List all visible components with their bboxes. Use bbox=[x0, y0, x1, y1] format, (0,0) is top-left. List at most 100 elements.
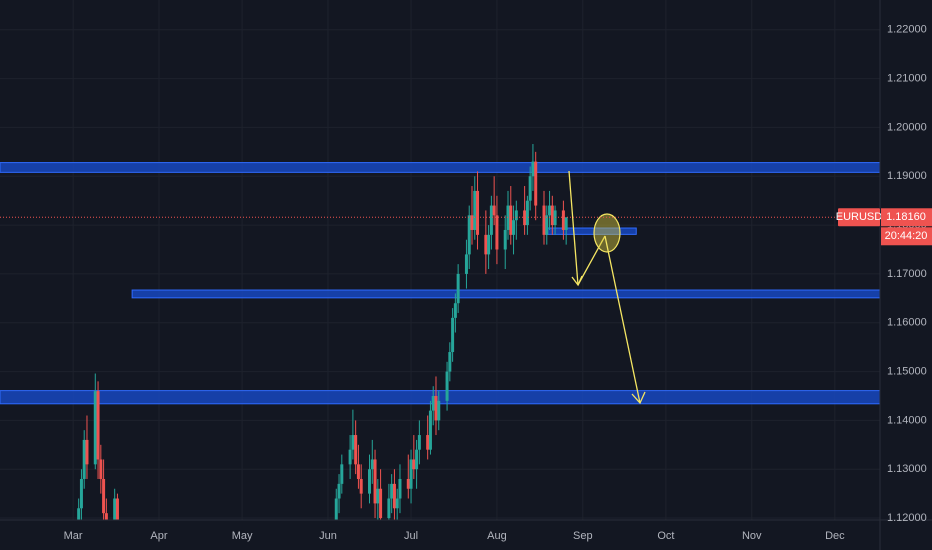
candle-body bbox=[334, 498, 338, 520]
x-tick-label: Dec bbox=[825, 530, 845, 542]
symbol-badge bbox=[838, 208, 880, 227]
candle-body bbox=[542, 205, 546, 235]
candle-body bbox=[548, 205, 552, 216]
candle-body bbox=[96, 391, 100, 460]
x-tick-label: Nov bbox=[742, 530, 762, 542]
y-tick-label: 1.12000 bbox=[887, 512, 927, 524]
candle-body bbox=[412, 459, 416, 470]
candle-body bbox=[437, 400, 441, 421]
candle-body bbox=[434, 395, 438, 421]
candle-body bbox=[113, 498, 117, 520]
candle-body bbox=[376, 488, 380, 504]
x-tick-label: Apr bbox=[150, 530, 167, 542]
candle-body bbox=[564, 217, 568, 230]
candle-body bbox=[453, 303, 457, 318]
candle-body bbox=[464, 254, 468, 274]
candle-body bbox=[470, 215, 474, 230]
arrow bbox=[577, 235, 606, 286]
candle-body bbox=[102, 478, 106, 514]
y-tick-label: 1.22000 bbox=[887, 24, 927, 36]
candle-body bbox=[368, 469, 372, 494]
candle-body bbox=[506, 205, 510, 230]
candle-body bbox=[417, 435, 421, 450]
candle-body bbox=[387, 498, 391, 519]
candle-body bbox=[476, 190, 480, 235]
candle-body bbox=[484, 234, 488, 255]
candle-body bbox=[545, 215, 549, 235]
y-tick-label: 1.20000 bbox=[887, 121, 927, 133]
x-tick-label: Oct bbox=[657, 530, 674, 542]
candle-body bbox=[512, 220, 516, 235]
candle-body bbox=[428, 410, 432, 450]
y-tick-label: 1.13000 bbox=[887, 463, 927, 475]
candle-body bbox=[431, 395, 435, 411]
candle-body bbox=[406, 478, 410, 489]
candle-body bbox=[451, 317, 455, 353]
candle-body bbox=[379, 488, 383, 519]
highlight-circle bbox=[593, 213, 621, 253]
price-badge bbox=[881, 208, 932, 227]
candle-body bbox=[509, 205, 513, 235]
zone bbox=[545, 227, 637, 235]
x-tick-label: Sep bbox=[573, 530, 593, 542]
candle-body bbox=[104, 513, 108, 520]
y-tick-label: 1.15000 bbox=[887, 365, 927, 377]
zone bbox=[0, 162, 880, 173]
candle-body bbox=[550, 205, 554, 226]
candle-body bbox=[503, 229, 507, 250]
candle-body bbox=[534, 161, 538, 206]
candle-body bbox=[448, 352, 452, 372]
countdown-badge bbox=[881, 227, 932, 246]
y-tick-label: 1.14000 bbox=[887, 414, 927, 426]
candle-body bbox=[528, 176, 532, 201]
candle-body bbox=[79, 478, 83, 509]
candle-body bbox=[456, 273, 460, 304]
countdown-label: 20:44:20 bbox=[885, 230, 928, 242]
candle-body bbox=[85, 439, 89, 465]
candle-body bbox=[354, 435, 358, 465]
candle-body bbox=[395, 498, 399, 509]
candle-body bbox=[495, 215, 499, 250]
candle-body bbox=[473, 190, 477, 230]
x-tick-label: Mar bbox=[64, 530, 83, 542]
candle-body bbox=[356, 464, 360, 479]
candle-body bbox=[99, 459, 103, 479]
candle-body bbox=[392, 483, 396, 509]
candle-body bbox=[409, 459, 413, 489]
y-tick-label: 1.16000 bbox=[887, 317, 927, 329]
candle-body bbox=[370, 459, 374, 470]
zones bbox=[0, 162, 880, 405]
arrow bbox=[568, 170, 579, 286]
candle-body bbox=[373, 459, 377, 504]
candle-body bbox=[359, 478, 363, 494]
drawings bbox=[568, 170, 646, 405]
x-tick-label: Jun bbox=[319, 530, 337, 542]
candle-body bbox=[561, 210, 565, 230]
candle-body bbox=[398, 478, 402, 499]
candle-body bbox=[514, 210, 518, 221]
candle-body bbox=[351, 435, 355, 450]
candle-body bbox=[340, 464, 344, 484]
last-price-label: 1.18160 bbox=[886, 211, 926, 223]
candle-body bbox=[115, 498, 119, 520]
y-tick-label: 1.17000 bbox=[887, 268, 927, 280]
candle-body bbox=[415, 449, 419, 470]
candles bbox=[77, 144, 568, 520]
candle-body bbox=[426, 435, 430, 450]
candle-body bbox=[93, 391, 97, 465]
candle-body bbox=[531, 161, 535, 177]
zone bbox=[131, 289, 880, 299]
candle-body bbox=[489, 205, 493, 235]
candle-body bbox=[487, 234, 491, 255]
candle-body bbox=[337, 483, 341, 499]
arrow-head bbox=[631, 391, 646, 405]
candle-body bbox=[523, 210, 527, 226]
x-tick-label: Jul bbox=[404, 530, 418, 542]
candle-body bbox=[82, 439, 86, 479]
arrow bbox=[604, 235, 641, 404]
y-tick-label: 1.19000 bbox=[887, 170, 927, 182]
candle-body bbox=[525, 200, 529, 226]
x-tick-label: Aug bbox=[487, 530, 507, 542]
candle-body bbox=[77, 508, 81, 520]
